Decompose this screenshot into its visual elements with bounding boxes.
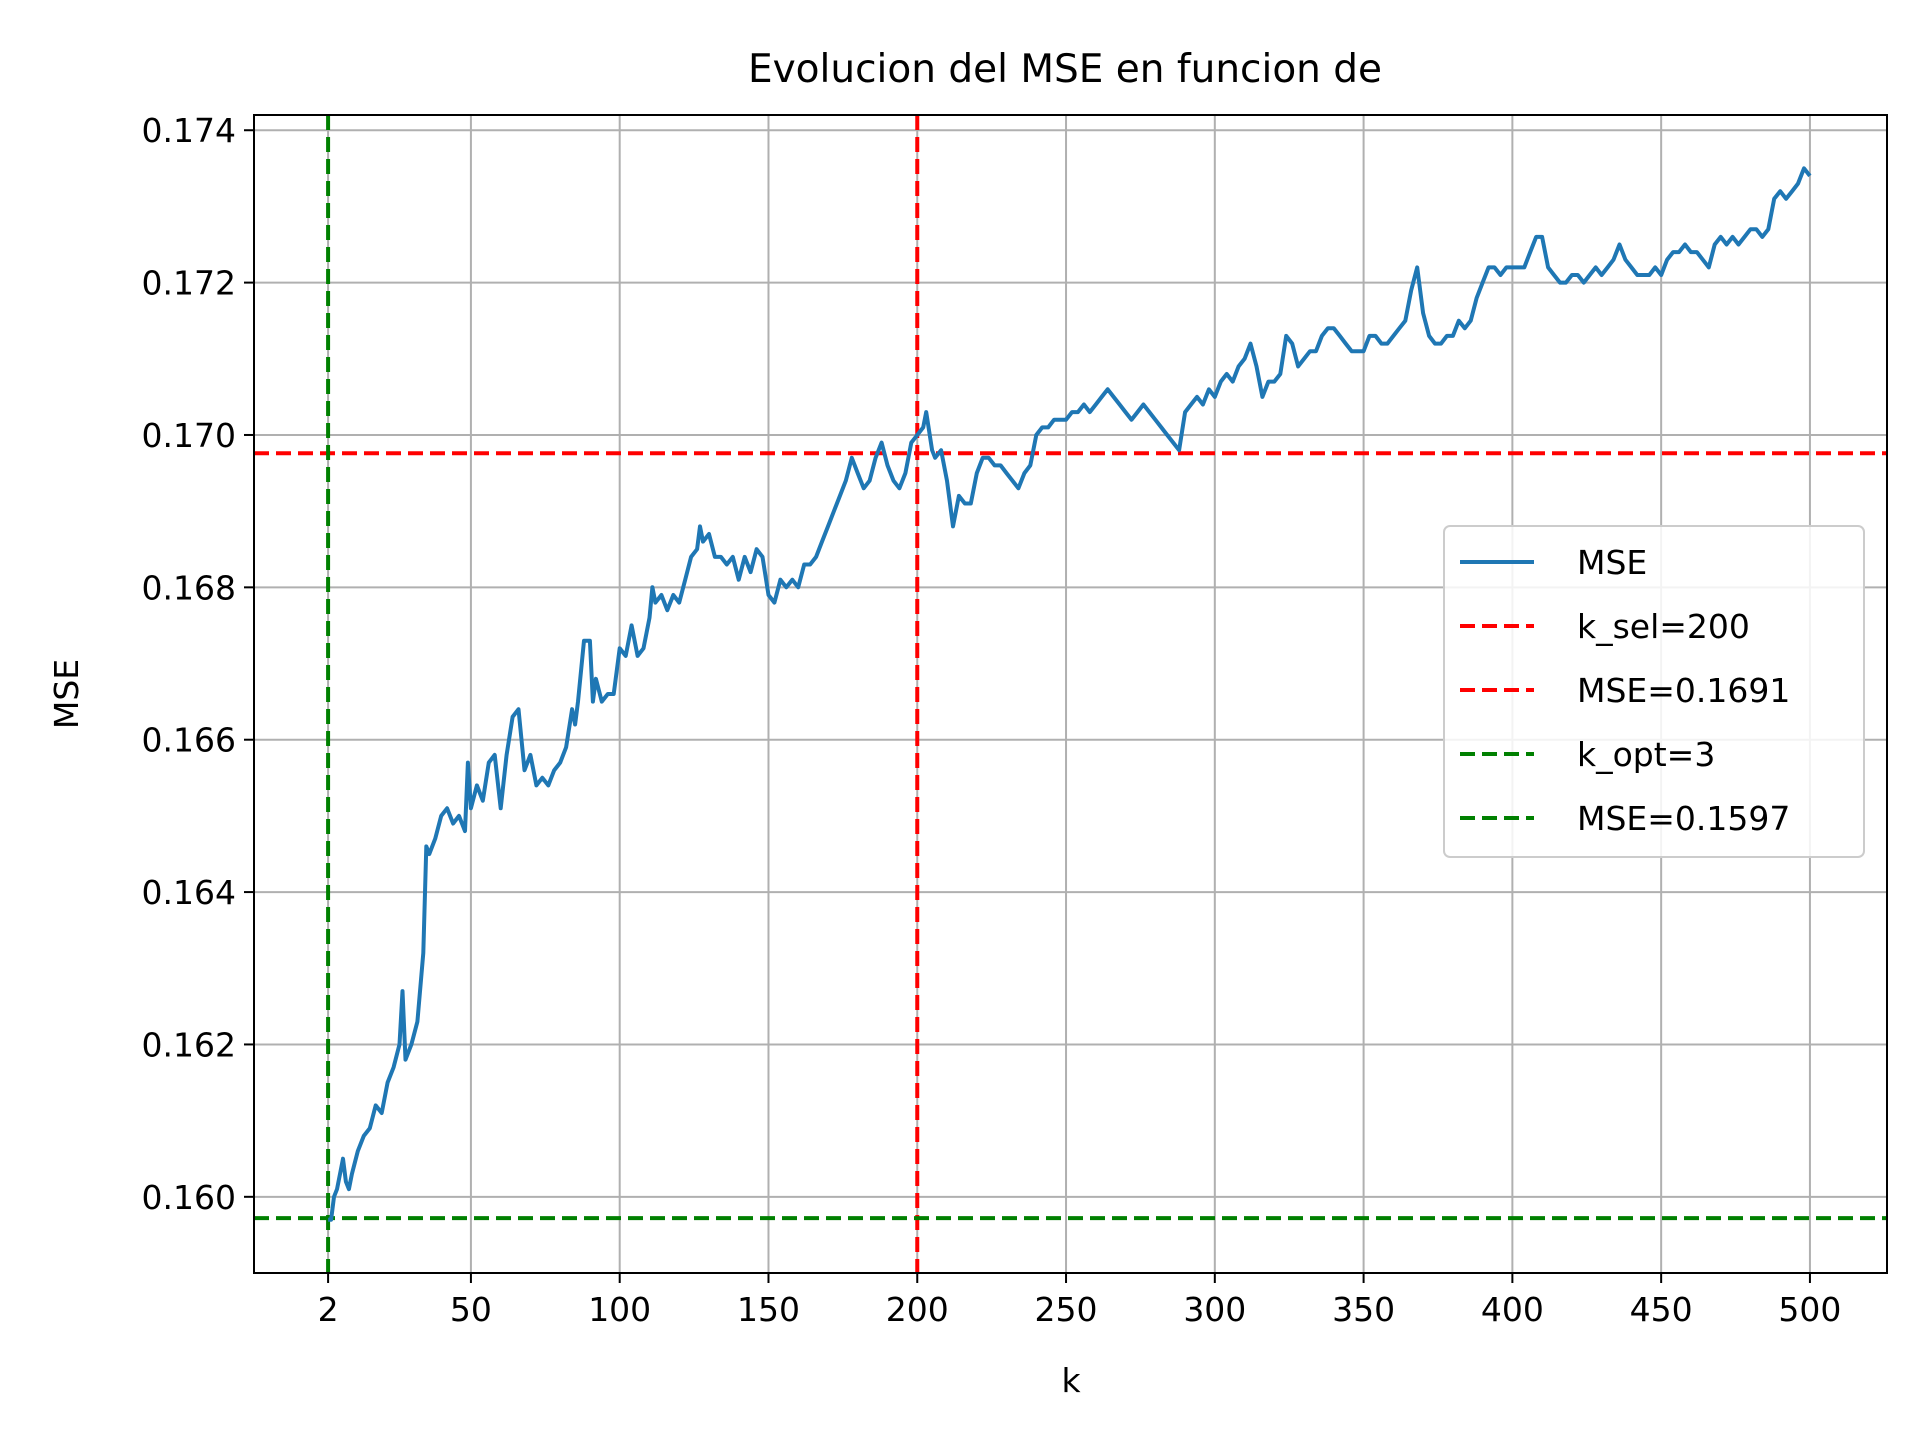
y-tick-label: 0.160 — [142, 1178, 236, 1217]
x-ticks: 2 50 100 150 200 250 300 350 400 450 500 — [318, 1273, 1841, 1329]
legend: MSE k_sel=200 MSE=0.1691 k_opt=3 MSE=0.1597 — [1443, 525, 1865, 858]
y-tick-label: 0.166 — [142, 721, 236, 760]
x-tick-label: 400 — [1481, 1290, 1544, 1329]
x-tick-label: 350 — [1332, 1290, 1395, 1329]
y-tick-label: 0.170 — [142, 416, 236, 455]
y-axis-label: MSE — [47, 659, 86, 729]
legend-label: MSE=0.1597 — [1577, 799, 1790, 838]
series-line-mse — [328, 166, 1812, 1222]
plot-frame — [253, 114, 1888, 1274]
x-tick-label: 150 — [737, 1290, 800, 1329]
x-tick-label: 500 — [1778, 1290, 1841, 1329]
x-tick-label: 200 — [886, 1290, 949, 1329]
series-group — [328, 166, 1812, 1222]
legend-label: MSE — [1577, 543, 1647, 582]
x-tick-label: 2 — [318, 1290, 339, 1329]
y-tick-label: 0.164 — [142, 873, 236, 912]
legend-label: k_opt=3 — [1577, 735, 1715, 774]
legend-label: k_sel=200 — [1577, 607, 1750, 646]
y-ticks: 0.160 0.162 0.164 0.166 0.168 0.170 0.172 0.174 — [142, 111, 254, 1217]
reference-lines — [254, 115, 1887, 1273]
x-tick-label: 100 — [588, 1290, 651, 1329]
x-axis-label: k — [1061, 1361, 1081, 1400]
legend-box — [1443, 525, 1865, 858]
y-tick-label: 0.172 — [142, 264, 236, 303]
x-tick-label: 50 — [450, 1290, 492, 1329]
x-tick-label: 450 — [1630, 1290, 1693, 1329]
y-tick-label: 0.162 — [142, 1025, 236, 1064]
y-tick-label: 0.168 — [142, 568, 236, 607]
legend-label: MSE=0.1691 — [1577, 671, 1790, 710]
x-tick-label: 250 — [1035, 1290, 1098, 1329]
x-tick-label: 300 — [1183, 1290, 1246, 1329]
chart-title: Evolucion del MSE en funcion de — [748, 47, 1382, 92]
y-tick-label: 0.174 — [142, 111, 236, 150]
